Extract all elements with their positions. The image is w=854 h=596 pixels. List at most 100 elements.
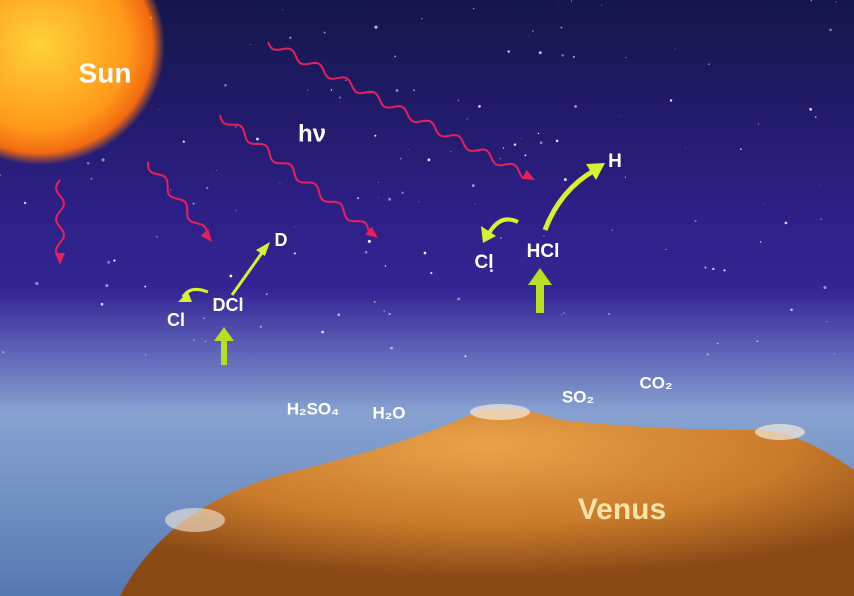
arrowhead xyxy=(586,163,605,180)
star xyxy=(430,272,433,275)
star xyxy=(235,210,237,212)
star xyxy=(413,89,415,92)
label-dcl: DCl xyxy=(213,295,244,315)
star xyxy=(378,197,379,199)
star xyxy=(211,173,213,175)
star xyxy=(823,286,827,290)
label-photon: hν xyxy=(298,120,326,147)
star xyxy=(665,248,667,251)
label-d: D xyxy=(275,230,288,250)
star xyxy=(466,118,468,120)
photon-arrowhead xyxy=(200,229,212,242)
label-venus: Venus xyxy=(578,493,666,526)
star xyxy=(694,220,697,223)
star xyxy=(374,25,378,29)
star xyxy=(558,2,560,4)
star xyxy=(206,186,209,189)
star xyxy=(192,202,195,205)
label-cl: Cl xyxy=(167,310,185,330)
star xyxy=(502,147,505,149)
star xyxy=(395,89,399,92)
star xyxy=(338,96,341,99)
star xyxy=(249,44,251,45)
star xyxy=(784,221,788,225)
star xyxy=(229,274,233,278)
star xyxy=(611,229,613,231)
star xyxy=(819,184,820,186)
star xyxy=(423,251,427,255)
photon-arrowhead xyxy=(522,170,535,180)
star xyxy=(299,125,301,127)
star xyxy=(601,4,603,6)
star xyxy=(471,184,475,187)
star xyxy=(224,83,227,87)
label-h: H xyxy=(608,151,622,172)
star xyxy=(356,196,360,200)
star xyxy=(388,197,392,201)
star xyxy=(35,281,39,286)
star xyxy=(394,55,397,58)
venus-planet xyxy=(120,408,854,596)
star xyxy=(810,0,812,2)
star xyxy=(407,148,409,150)
star xyxy=(829,28,832,32)
star xyxy=(570,0,573,2)
star xyxy=(255,137,259,141)
star xyxy=(289,36,292,39)
star xyxy=(294,226,296,228)
star xyxy=(528,35,530,37)
star xyxy=(182,140,185,143)
star xyxy=(560,26,563,29)
star xyxy=(450,151,452,153)
star xyxy=(307,89,309,91)
star xyxy=(572,55,575,58)
star xyxy=(107,260,111,264)
star xyxy=(532,30,534,32)
star xyxy=(814,116,817,118)
star xyxy=(330,89,333,91)
arrow xyxy=(486,217,519,237)
label-sun: Sun xyxy=(79,57,132,88)
star xyxy=(418,201,420,203)
star xyxy=(86,161,90,165)
star xyxy=(499,236,502,239)
star xyxy=(399,157,402,160)
star xyxy=(538,51,542,55)
star xyxy=(216,170,217,172)
star xyxy=(144,285,147,288)
star xyxy=(555,139,559,143)
star xyxy=(708,63,710,65)
star xyxy=(457,99,460,102)
star xyxy=(489,269,493,273)
volcano-plume xyxy=(165,508,225,532)
photon-wave xyxy=(147,162,208,233)
star xyxy=(378,181,379,183)
star xyxy=(323,31,326,34)
star xyxy=(524,154,527,157)
arrow xyxy=(230,249,266,296)
star xyxy=(158,109,160,110)
star xyxy=(835,1,837,3)
photon-wave xyxy=(54,179,66,255)
arrowheads xyxy=(178,163,605,341)
photon-wave xyxy=(219,114,371,233)
photon-arrowhead xyxy=(55,253,65,265)
star xyxy=(367,239,371,243)
star xyxy=(472,7,475,10)
label-hcl: HCl xyxy=(527,241,560,262)
star xyxy=(820,218,822,221)
star xyxy=(539,141,543,145)
volcano-plume xyxy=(470,404,530,420)
label-h2so4: H₂SO₄ xyxy=(287,399,340,418)
star xyxy=(474,203,476,205)
star xyxy=(669,99,673,102)
label-so2: SO₂ xyxy=(562,387,594,406)
arrowhead xyxy=(256,242,270,256)
star xyxy=(364,251,368,254)
star xyxy=(499,158,501,160)
star xyxy=(723,269,726,272)
star xyxy=(574,105,577,108)
arrow xyxy=(181,287,209,298)
star xyxy=(740,148,742,150)
